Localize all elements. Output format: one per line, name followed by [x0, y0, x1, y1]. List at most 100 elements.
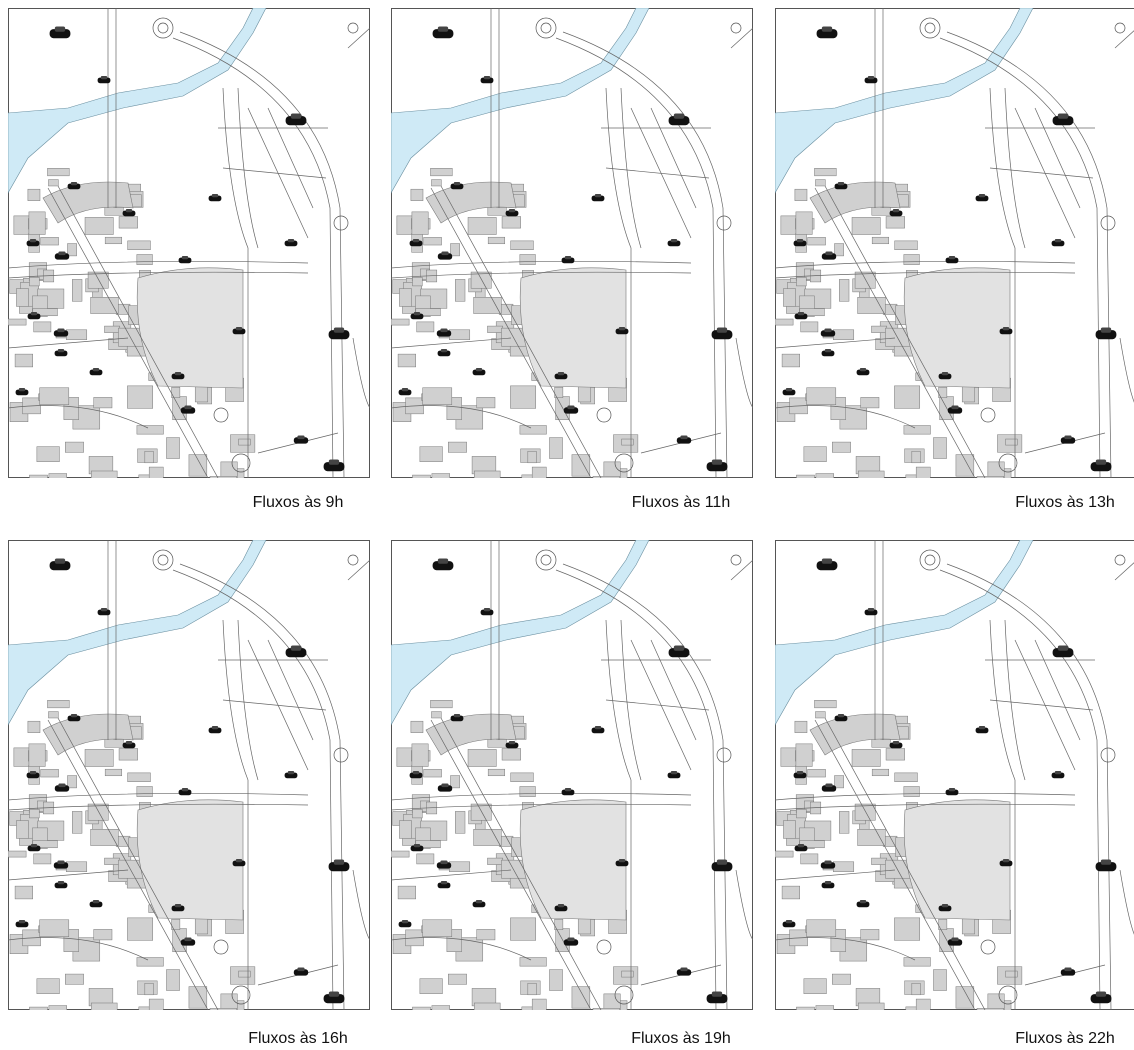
- building: [775, 319, 793, 325]
- building: [916, 467, 930, 478]
- building: [528, 983, 536, 995]
- building: [796, 744, 812, 767]
- car-window: [797, 239, 803, 242]
- car-window: [291, 646, 301, 651]
- building: [816, 474, 834, 478]
- map: [8, 540, 370, 1010]
- car-window: [942, 904, 948, 907]
- map-panel: [775, 8, 1134, 478]
- building: [424, 237, 442, 245]
- building: [839, 279, 849, 301]
- building: [449, 330, 470, 340]
- car-window: [822, 27, 832, 32]
- building: [904, 254, 920, 264]
- building: [137, 426, 164, 435]
- car-window: [101, 608, 107, 611]
- car-window: [786, 388, 792, 391]
- building: [977, 476, 1004, 478]
- building: [796, 809, 806, 818]
- car-window: [712, 992, 722, 997]
- building: [858, 471, 884, 478]
- building: [448, 974, 466, 984]
- building: [858, 1003, 884, 1010]
- building: [28, 189, 40, 200]
- building: [94, 397, 112, 408]
- car-window: [236, 327, 242, 330]
- car-window: [868, 608, 874, 611]
- building: [572, 455, 590, 477]
- car-window: [329, 992, 339, 997]
- building: [88, 272, 108, 288]
- building: [477, 929, 495, 940]
- building: [855, 804, 875, 820]
- building: [835, 776, 844, 788]
- building: [520, 786, 536, 796]
- building: [40, 388, 69, 405]
- car-window: [824, 861, 831, 865]
- car-window: [786, 920, 792, 923]
- car-window: [454, 714, 460, 717]
- building: [399, 289, 411, 307]
- building: [8, 851, 26, 857]
- car-window: [860, 368, 866, 371]
- car-window: [55, 27, 65, 32]
- car-window: [680, 436, 687, 440]
- building: [423, 920, 452, 937]
- building: [420, 979, 443, 994]
- building: [796, 277, 806, 286]
- building: [412, 1007, 430, 1010]
- building: [858, 829, 886, 845]
- building: [871, 858, 886, 864]
- car-window: [717, 860, 727, 865]
- building: [239, 439, 251, 445]
- building: [474, 1003, 500, 1010]
- building: [795, 721, 807, 732]
- building: [451, 244, 460, 256]
- building: [833, 862, 854, 872]
- building: [871, 326, 886, 332]
- building: [808, 237, 826, 245]
- car-window: [297, 968, 304, 972]
- car-window: [55, 559, 65, 564]
- map: [391, 540, 753, 1010]
- car-window: [175, 904, 181, 907]
- building: [858, 297, 886, 313]
- building: [807, 920, 836, 937]
- building: [65, 974, 83, 984]
- building: [471, 272, 491, 288]
- building: [41, 769, 59, 777]
- map: [775, 8, 1134, 478]
- car-window: [182, 256, 188, 259]
- building: [449, 862, 470, 872]
- building: [412, 277, 422, 286]
- building: [782, 886, 800, 899]
- building: [189, 455, 207, 477]
- building: [801, 854, 818, 864]
- car-window: [58, 881, 64, 884]
- building: [72, 279, 82, 301]
- building: [417, 854, 434, 864]
- car-window: [441, 881, 447, 884]
- building: [801, 322, 818, 332]
- building: [29, 1007, 47, 1010]
- building: [832, 442, 850, 452]
- building: [520, 800, 626, 920]
- building: [872, 769, 889, 776]
- car-window: [1003, 859, 1009, 862]
- building: [412, 475, 430, 478]
- building: [572, 987, 590, 1009]
- building: [520, 254, 536, 264]
- map-panel: [8, 540, 370, 1010]
- car-window: [236, 859, 242, 862]
- car-window: [979, 726, 985, 729]
- building: [532, 999, 546, 1010]
- building: [886, 217, 905, 229]
- car-window: [126, 741, 132, 744]
- building: [833, 330, 854, 340]
- building: [474, 471, 500, 478]
- building: [895, 241, 918, 250]
- car-window: [19, 920, 25, 923]
- building: [532, 467, 546, 478]
- car-window: [30, 239, 36, 242]
- map-panel: [391, 540, 753, 1010]
